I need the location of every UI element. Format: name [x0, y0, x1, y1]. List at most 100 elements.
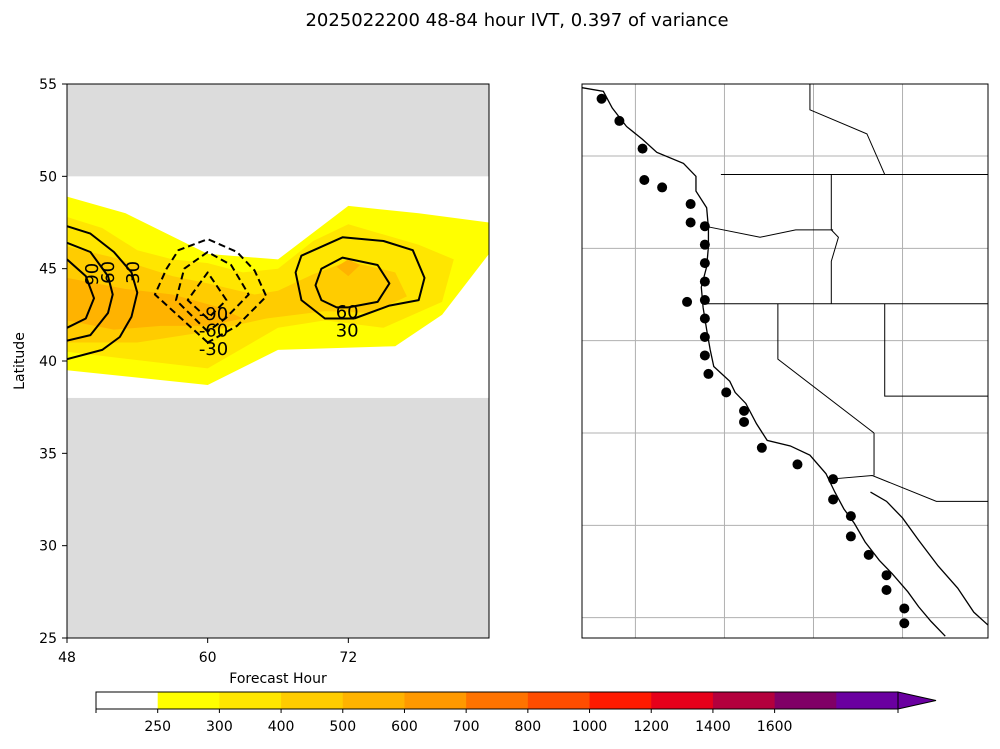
missing-data-mask-0 [67, 397, 489, 638]
station-point-15 [699, 350, 710, 361]
contour-label-2: 90 [82, 263, 103, 286]
colorbar-label-250: 250 [144, 719, 171, 735]
colorbar-segment-12 [836, 692, 898, 709]
station-point-0 [596, 93, 607, 104]
station-point-24 [845, 511, 856, 522]
missing-data-mask-1 [67, 84, 489, 177]
contour-label-6: -60 [199, 320, 228, 341]
colorbar-extend-arrow [897, 691, 937, 710]
contour-label-7: -30 [199, 339, 228, 360]
contour-label-5: -90 [199, 304, 228, 325]
colorbar-label-1200: 1200 [633, 719, 669, 735]
colorbar-frame [95, 691, 898, 710]
station-point-16 [703, 368, 714, 379]
contour-line-90-2 [67, 258, 95, 329]
station-point-14 [699, 331, 710, 342]
station-point-11 [699, 295, 710, 306]
y-tick-label-40: 40 [39, 354, 57, 370]
station-point-21 [792, 459, 803, 470]
colorbar-label-600: 600 [391, 719, 418, 735]
x-tick-label-72: 72 [339, 650, 357, 666]
station-point-3 [639, 175, 650, 186]
station-point-25 [845, 531, 856, 542]
contour-label-1: 60 [98, 261, 119, 284]
contour-line-neg60-6 [175, 251, 250, 333]
y-tick-label-55: 55 [39, 77, 57, 93]
contour-line-60-1 [67, 241, 114, 342]
y-axis-label: Latitude [12, 332, 28, 390]
colorbar-segment-8 [589, 692, 652, 709]
colorbar-segment-9 [651, 692, 714, 709]
colorbar-label-1600: 1600 [757, 719, 793, 735]
colorbar-segment-10 [712, 692, 776, 709]
x-axis-label: Forecast Hour [229, 671, 327, 687]
boundary-line-5 [829, 474, 988, 502]
y-tick-label-45: 45 [39, 262, 57, 278]
filled-contour-500-4 [336, 259, 361, 277]
colorbar-label-1400: 1400 [695, 719, 731, 735]
station-point-12 [682, 296, 693, 307]
station-point-5 [685, 199, 696, 210]
station-point-29 [899, 603, 910, 614]
colorbar-label-800: 800 [514, 719, 541, 735]
y-tick-label-50: 50 [39, 169, 57, 185]
station-point-10 [699, 276, 710, 287]
colorbar-segment-6 [466, 692, 529, 709]
colorbar-segment-11 [774, 692, 837, 709]
contour-label-4: 30 [336, 320, 359, 341]
coastline [582, 87, 946, 637]
station-point-19 [739, 416, 750, 427]
colorbar-segment-5 [404, 692, 467, 709]
colorbar-label-500: 500 [329, 719, 356, 735]
colorbar-label-700: 700 [453, 719, 480, 735]
boundary-line-6 [704, 225, 834, 238]
boundary-line-2 [830, 174, 839, 304]
boundary-line-7 [809, 84, 886, 175]
map-frame [581, 83, 989, 639]
station-point-6 [685, 217, 696, 228]
colorbar-segment-1 [157, 692, 220, 709]
boundary-line-4 [884, 303, 988, 397]
station-point-28 [881, 584, 892, 595]
contour-line-30-0 [67, 225, 139, 361]
boundary-line-3 [777, 303, 875, 434]
station-point-23 [828, 494, 839, 505]
y-tick-label-35: 35 [39, 446, 57, 462]
station-point-8 [699, 239, 710, 250]
contour-line-neg90-7 [186, 271, 228, 320]
colorbar-segment-7 [527, 692, 591, 709]
station-point-13 [699, 313, 710, 324]
figure-title: 2025022200 48-84 hour IVT, 0.397 of vari… [305, 10, 728, 31]
contour-label-0: 30 [123, 261, 144, 284]
colorbar-label-1000: 1000 [572, 719, 608, 735]
station-point-9 [699, 258, 710, 269]
station-point-7 [699, 221, 710, 232]
station-point-18 [739, 405, 750, 416]
station-point-2 [637, 143, 648, 154]
station-point-22 [828, 474, 839, 485]
station-point-27 [881, 570, 892, 581]
contour-label-3: 60 [336, 302, 359, 323]
station-point-1 [614, 115, 625, 126]
y-tick-label-25: 25 [39, 631, 57, 647]
colorbar-segment-2 [219, 692, 282, 709]
y-tick-label-30: 30 [39, 539, 57, 555]
station-point-26 [863, 549, 874, 560]
station-point-20 [756, 442, 767, 453]
station-point-4 [657, 182, 668, 193]
map-panel [581, 83, 989, 639]
station-point-17 [721, 387, 732, 398]
station-point-30 [899, 618, 910, 629]
x-tick-label-60: 60 [199, 650, 217, 666]
colorbar: 250 300 400 500 600 700 800 1000 1200 1400 1600 [95, 691, 937, 735]
colorbar-label-300: 300 [206, 719, 233, 735]
colorbar-label-400: 400 [268, 719, 295, 735]
colorbar-segment-4 [342, 692, 405, 709]
contour-line-60-4 [314, 256, 391, 309]
contour-line-30-3 [294, 236, 426, 320]
colorbar-segment-3 [281, 692, 344, 709]
gulf-coastline [870, 491, 988, 626]
contour-line-neg30-5 [153, 238, 268, 344]
